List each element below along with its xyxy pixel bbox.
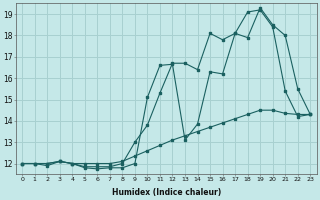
X-axis label: Humidex (Indice chaleur): Humidex (Indice chaleur) xyxy=(112,188,221,197)
